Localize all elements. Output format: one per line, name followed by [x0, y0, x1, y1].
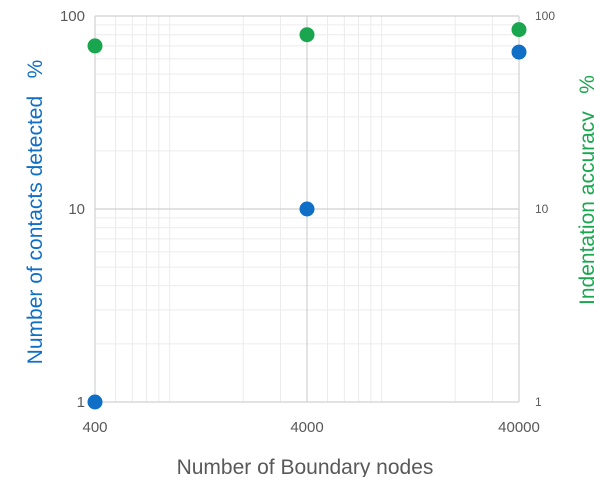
- left-tick-label: 10: [68, 201, 85, 218]
- left-tick-label: 100: [60, 8, 85, 25]
- contacts-detected-point: [87, 394, 103, 410]
- data-points: [87, 22, 527, 410]
- right-tick-label: 1: [535, 395, 542, 409]
- left-tick-label: 1: [77, 394, 85, 411]
- right-axis-title: Indentation accuracy %: [576, 75, 594, 305]
- contacts-detected-point: [511, 44, 527, 60]
- indentation-accuracy-point: [299, 27, 315, 43]
- indentation-accuracy-point: [87, 38, 103, 54]
- right-tick-label: 100: [535, 9, 555, 23]
- right-tick-label: 10: [535, 202, 549, 216]
- left-axis-ticks: 1 10 100: [60, 8, 85, 411]
- x-axis-ticks: 400 4000 40000: [82, 419, 539, 436]
- indentation-accuracy-point: [511, 22, 527, 38]
- right-axis-ticks: 1 10 100: [535, 9, 555, 409]
- x-tick-label: 400: [82, 419, 107, 436]
- contacts-detected-point: [299, 201, 315, 217]
- x-tick-label: 40000: [498, 419, 540, 436]
- x-tick-label: 4000: [290, 419, 323, 436]
- left-axis-title: Number of contacts detected %: [24, 60, 47, 365]
- x-axis-title: Number of Boundary nodes: [177, 456, 434, 477]
